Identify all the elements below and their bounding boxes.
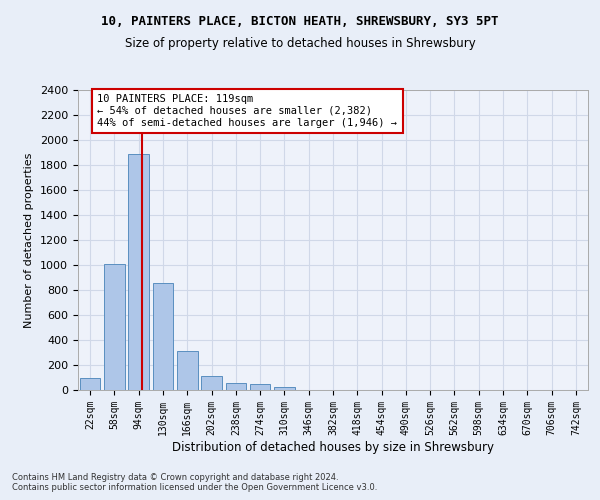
Bar <box>274 386 295 390</box>
X-axis label: Distribution of detached houses by size in Shrewsbury: Distribution of detached houses by size … <box>172 440 494 454</box>
Bar <box>226 383 246 390</box>
Y-axis label: Number of detached properties: Number of detached properties <box>25 152 34 328</box>
Text: 10, PAINTERS PLACE, BICTON HEATH, SHREWSBURY, SY3 5PT: 10, PAINTERS PLACE, BICTON HEATH, SHREWS… <box>101 15 499 28</box>
Bar <box>177 350 197 390</box>
Text: Contains public sector information licensed under the Open Government Licence v3: Contains public sector information licen… <box>12 484 377 492</box>
Text: Contains HM Land Registry data © Crown copyright and database right 2024.: Contains HM Land Registry data © Crown c… <box>12 474 338 482</box>
Text: Size of property relative to detached houses in Shrewsbury: Size of property relative to detached ho… <box>125 38 475 51</box>
Bar <box>80 378 100 390</box>
Bar <box>128 154 149 390</box>
Bar <box>201 376 222 390</box>
Bar <box>152 282 173 390</box>
Bar <box>104 264 125 390</box>
Text: 10 PAINTERS PLACE: 119sqm
← 54% of detached houses are smaller (2,382)
44% of se: 10 PAINTERS PLACE: 119sqm ← 54% of detac… <box>97 94 397 128</box>
Bar <box>250 384 271 390</box>
